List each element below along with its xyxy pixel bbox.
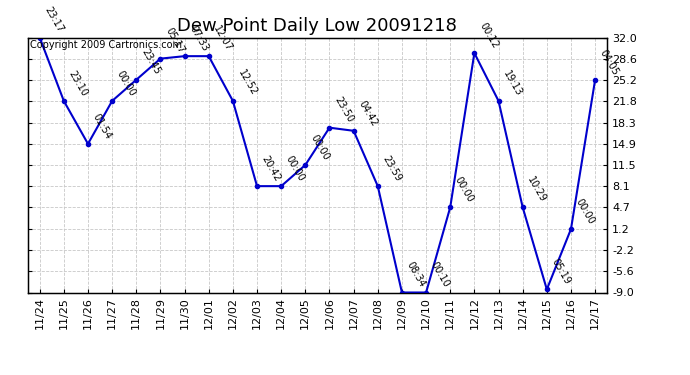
- Text: 05:17: 05:17: [164, 26, 186, 56]
- Text: 00:00: 00:00: [574, 197, 596, 226]
- Title: Dew Point Daily Low 20091218: Dew Point Daily Low 20091218: [177, 16, 457, 34]
- Text: 10:29: 10:29: [526, 175, 548, 204]
- Text: 00:10: 00:10: [429, 260, 451, 290]
- Text: 12:07: 12:07: [212, 24, 235, 53]
- Text: 04:05: 04:05: [598, 48, 620, 76]
- Text: 23:59: 23:59: [381, 154, 404, 183]
- Text: 00:00: 00:00: [284, 154, 306, 183]
- Text: 23:50: 23:50: [333, 95, 355, 124]
- Text: 23:45: 23:45: [139, 47, 162, 76]
- Text: 04:42: 04:42: [357, 99, 379, 128]
- Text: Copyright 2009 Cartronics.com: Copyright 2009 Cartronics.com: [30, 40, 182, 50]
- Text: 01:54: 01:54: [91, 112, 113, 141]
- Text: 19:13: 19:13: [502, 69, 524, 98]
- Text: 23:10: 23:10: [67, 69, 89, 98]
- Text: 05:19: 05:19: [550, 257, 572, 286]
- Text: 07:33: 07:33: [188, 24, 210, 53]
- Text: 12:52: 12:52: [236, 69, 259, 98]
- Text: 00:12: 00:12: [477, 21, 500, 50]
- Text: 00:00: 00:00: [308, 133, 331, 162]
- Text: 00:00: 00:00: [453, 175, 475, 204]
- Text: 20:42: 20:42: [260, 154, 283, 183]
- Text: 23:17: 23:17: [43, 5, 66, 34]
- Text: 08:34: 08:34: [405, 260, 427, 290]
- Text: 00:00: 00:00: [115, 69, 137, 98]
